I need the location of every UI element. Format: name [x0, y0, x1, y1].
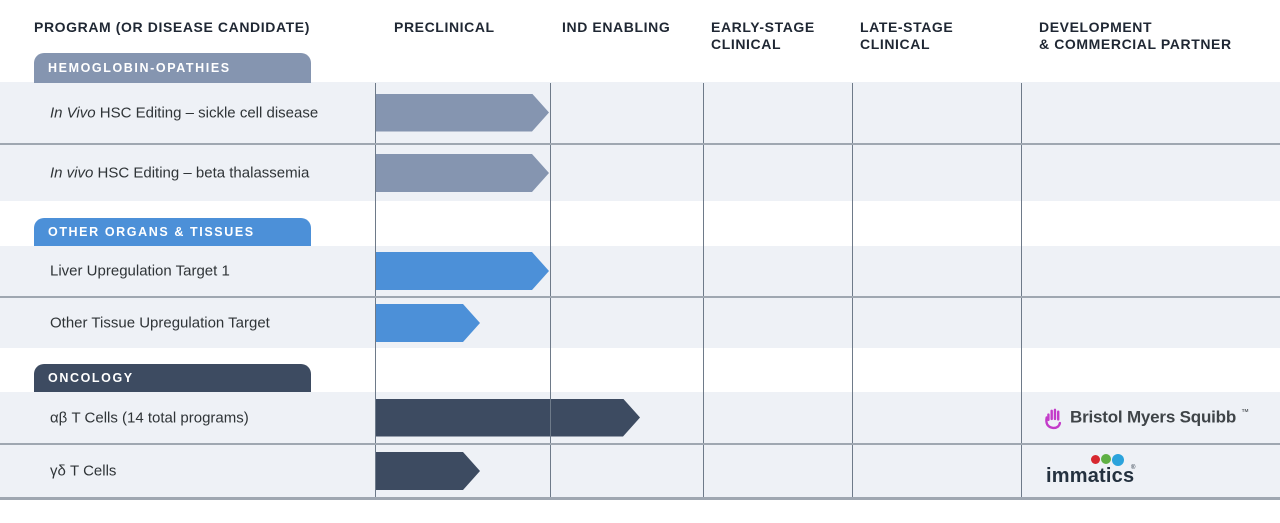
- program-name: αβ T Cells (14 total programs): [50, 409, 249, 426]
- immatics-word: immatics: [1046, 465, 1135, 487]
- column-header-ind-enabling: IND ENABLING: [562, 19, 670, 36]
- pipeline-row-ab-t-cells: αβ T Cells (14 total programs) Bristol M…: [0, 392, 1280, 443]
- section-badge-oncology: ONCOLOGY: [34, 364, 311, 392]
- pipeline-row-beta-thalassemia: In vivo HSC Editing – beta thalassemia: [0, 145, 1280, 201]
- program-name-text: HSC Editing – sickle cell disease: [95, 104, 319, 121]
- program-name-italic: In Vivo: [50, 104, 96, 121]
- column-divider: [703, 83, 704, 497]
- program-name: In Vivo HSC Editing – sickle cell diseas…: [50, 104, 318, 121]
- column-header-line: PROGRAM (OR DISEASE CANDIDATE): [34, 19, 310, 35]
- program-name: γδ T Cells: [50, 463, 116, 480]
- pipeline-row-gd-t-cells: γδ T Cells immatics ®: [0, 445, 1280, 497]
- immatics-wordmark: immatics ®: [1046, 454, 1136, 488]
- program-name-text: γδ T Cells: [50, 462, 117, 480]
- program-name-italic: In vivo: [50, 164, 94, 182]
- stage-progress-arrow: [375, 94, 549, 132]
- pipeline-row-other-tissue-upregulation: Other Tissue Upregulation Target: [0, 298, 1280, 348]
- bms-wordmark: Bristol Myers Squibb: [1070, 407, 1237, 427]
- column-divider: [375, 83, 376, 497]
- column-header-line: CLINICAL: [711, 36, 782, 52]
- pipeline-row-sickle-cell: In Vivo HSC Editing – sickle cell diseas…: [0, 82, 1280, 143]
- section-badge-label: OTHER ORGANS & TISSUES: [48, 225, 255, 239]
- column-header-line: IND ENABLING: [562, 19, 671, 35]
- program-name-text: HSC Editing – beta thalassemia: [93, 164, 310, 182]
- column-header-partner: DEVELOPMENT & COMMERCIAL PARTNER: [1039, 19, 1232, 53]
- immatics-green-dot-icon: [1101, 454, 1111, 464]
- column-header-line: EARLY-STAGE: [711, 19, 815, 35]
- program-name: In vivo HSC Editing – beta thalassemia: [50, 165, 309, 182]
- program-name: Other Tissue Upregulation Target: [50, 315, 270, 332]
- column-header-line: LATE-STAGE: [860, 19, 954, 35]
- table-bottom-border: [0, 497, 1280, 500]
- column-divider: [550, 83, 551, 497]
- column-header-late-stage-clinical: LATE-STAGE CLINICAL: [860, 19, 953, 53]
- column-header-line: & COMMERCIAL PARTNER: [1039, 36, 1232, 52]
- bms-hand-icon: [1045, 408, 1062, 429]
- program-name-text: Liver Upregulation Target 1: [50, 262, 230, 280]
- immatics-blue-dot-icon: [1112, 454, 1124, 466]
- section-badge-label: ONCOLOGY: [48, 371, 134, 385]
- stage-progress-arrow: [375, 252, 549, 290]
- stage-progress-arrow: [375, 154, 549, 192]
- column-divider: [1021, 83, 1022, 497]
- column-header-program: PROGRAM (OR DISEASE CANDIDATE): [34, 19, 310, 36]
- program-name: Liver Upregulation Target 1: [50, 263, 230, 280]
- column-header-line: CLINICAL: [860, 36, 931, 52]
- stage-progress-arrow: [375, 452, 480, 490]
- partner-logo-bristol-myers-squibb: Bristol Myers Squibb ™: [1043, 405, 1249, 430]
- row-separator: [0, 143, 1280, 145]
- immatics-red-dot-icon: [1091, 455, 1100, 464]
- partner-logo-immatics: immatics ®: [1046, 454, 1136, 488]
- column-divider: [852, 83, 853, 497]
- bms-trademark: ™: [1241, 407, 1250, 416]
- column-header-early-stage-clinical: EARLY-STAGE CLINICAL: [711, 19, 815, 53]
- stage-progress-arrow: [375, 304, 480, 342]
- stage-progress-arrow: [375, 399, 640, 437]
- program-name-text: Other Tissue Upregulation Target: [50, 314, 270, 332]
- row-separator: [0, 443, 1280, 445]
- column-header-preclinical: PRECLINICAL: [394, 19, 495, 36]
- pipeline-row-liver-upregulation: Liver Upregulation Target 1: [0, 246, 1280, 296]
- immatics-registered-mark: ®: [1131, 465, 1136, 471]
- column-header-line: DEVELOPMENT: [1039, 19, 1153, 35]
- section-badge-hemoglobinopathies: HEMOGLOBIN-OPATHIES: [34, 53, 311, 83]
- row-separator: [0, 296, 1280, 298]
- section-badge-other-organs-tissues: OTHER ORGANS & TISSUES: [34, 218, 311, 246]
- section-badge-label: HEMOGLOBIN-OPATHIES: [48, 61, 231, 75]
- column-header-line: PRECLINICAL: [394, 19, 495, 35]
- program-name-text: αβ T Cells (14 total programs): [50, 409, 249, 426]
